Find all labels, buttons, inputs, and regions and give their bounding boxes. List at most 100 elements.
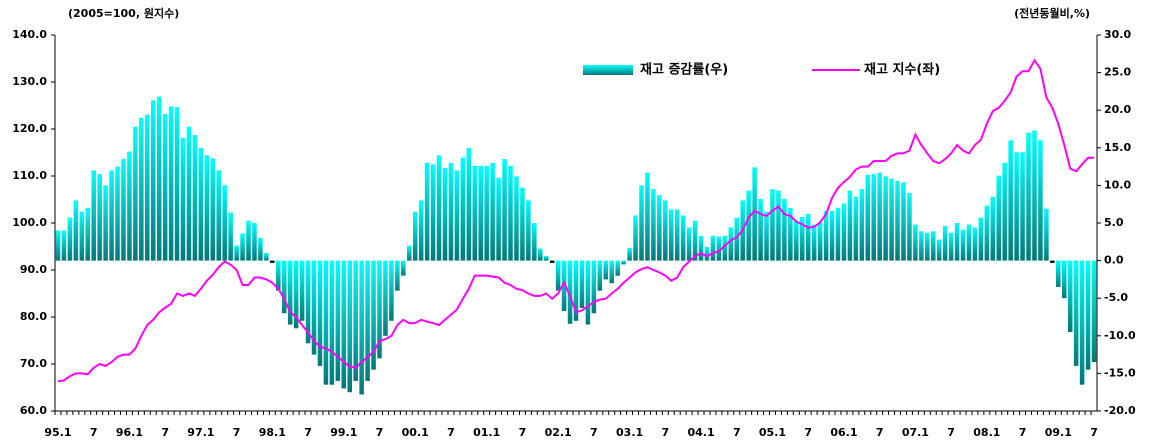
bar [811,224,817,261]
y-tick-label: 140.0 [12,28,47,41]
bar [162,113,168,261]
bar [472,165,478,261]
x-tick-label: 09.1 [1045,426,1072,439]
x-tick-label: 7 [1019,426,1027,439]
x-tick-label: 7 [161,426,169,439]
bar [936,239,942,261]
bar [585,260,591,325]
bar [966,224,972,261]
x-tick-label: 95.1 [44,426,71,439]
bar [478,165,483,261]
x-tick-label: 99.1 [330,426,357,439]
bar [514,176,519,261]
bar [436,155,442,261]
x-tick-label: 7 [90,426,98,439]
bar [907,192,912,261]
y-tick-label: 100.0 [12,216,47,229]
bar [466,147,472,261]
x-tick-label: 06.1 [830,426,857,439]
bar [329,260,335,385]
bar [573,260,579,321]
legend-swatch [583,65,633,75]
left-axis-label: (2005=100, 원지수) [68,6,179,20]
bar [430,164,436,261]
bar [103,185,108,261]
bar [871,174,876,261]
bar [764,211,769,261]
bar [97,174,102,261]
bar [79,211,85,261]
bar [270,260,275,263]
bar [561,260,567,311]
bar [686,227,692,261]
bar [484,165,489,261]
bar [794,220,799,261]
bar [365,260,370,381]
x-tick-label: 7 [447,426,455,439]
bar [180,138,186,261]
bar [800,216,805,261]
bar [1014,152,1019,261]
bar [555,260,561,291]
bar [1020,152,1025,261]
bar [704,247,710,261]
x-tick-label: 96.1 [116,426,143,439]
bar [692,220,698,261]
bar [942,226,948,261]
bar [186,126,192,261]
bar [139,117,144,261]
bar [996,175,1002,261]
bar [454,170,460,261]
bar [174,107,180,261]
bar [1061,260,1067,299]
bar [865,174,871,261]
bar [746,190,751,261]
x-tick-label: 7 [947,426,955,439]
right-axis-label: (전년동월비,%) [1014,6,1090,20]
y-tick-label: 90.0 [20,263,47,276]
bar [407,245,412,261]
bar [448,162,454,261]
bar [150,100,156,261]
bar [496,177,501,261]
bar [234,245,239,261]
x-tick-label: 07.1 [902,426,929,439]
bar [109,170,114,261]
bar [1050,260,1055,263]
bar [978,217,984,261]
y2-tick-label: -15.0 [1104,366,1136,379]
y-tick-label: 70.0 [20,357,47,370]
bar [204,155,210,261]
bar [240,233,245,261]
bar [371,260,376,370]
bar [972,227,978,261]
bar [281,260,287,314]
bar [919,231,924,261]
x-tick-label: 7 [590,426,598,439]
bar [597,260,603,291]
bar [567,260,573,324]
bar [317,260,323,366]
bar [895,180,900,261]
bar [311,260,317,355]
x-tick-label: 7 [519,426,527,439]
bar [603,260,609,280]
bar [442,168,448,261]
bar [990,196,996,261]
y-tick-label: 120.0 [12,122,47,135]
x-tick-label: 08.1 [973,426,1000,439]
bar [377,260,382,359]
x-tick-label: 7 [376,426,384,439]
bar [1079,260,1085,385]
bar [198,147,204,261]
bar [829,210,835,261]
bar [538,248,543,261]
x-tick-label: 7 [804,426,812,439]
bar [156,96,162,261]
bar [621,260,626,265]
bar [216,170,222,261]
y2-tick-label: -5.0 [1104,291,1128,304]
bar [532,223,537,261]
bar [817,223,823,261]
bar [1091,260,1097,363]
